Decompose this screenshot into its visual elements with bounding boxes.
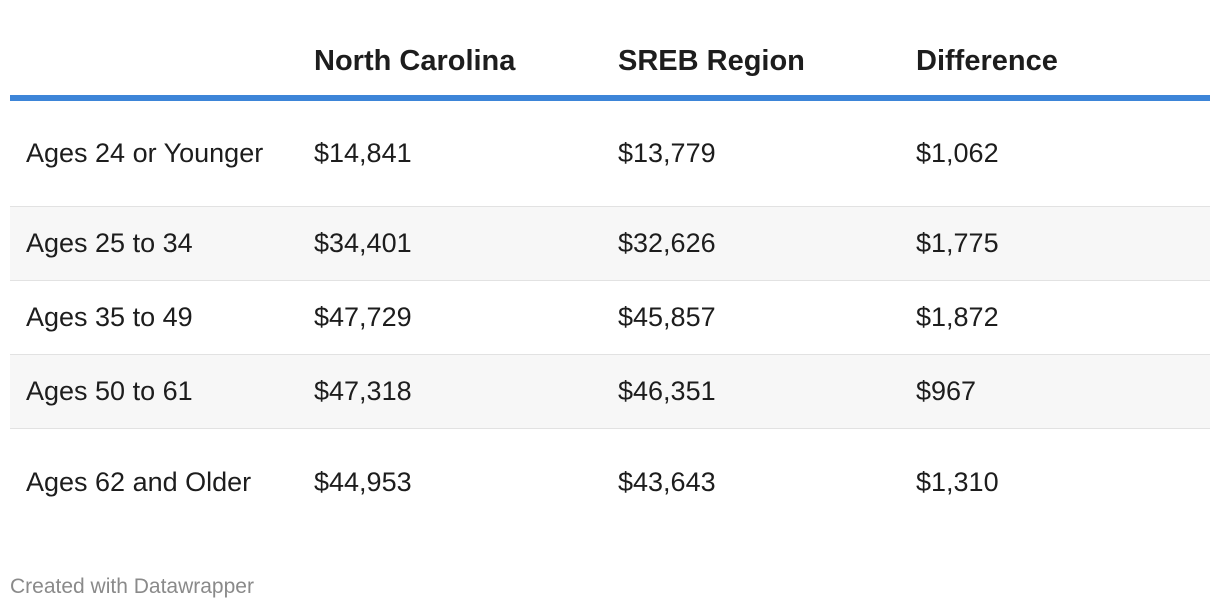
cell-sreb-region: $46,351: [602, 354, 900, 429]
table-row: Ages 62 and Older $44,953 $43,643 $1,310: [10, 428, 1210, 536]
datawrapper-credit-link[interactable]: Created with Datawrapper: [10, 575, 254, 598]
cell-sreb-region: $32,626: [602, 206, 900, 281]
table-header-row: North Carolina SREB Region Difference: [10, 28, 1210, 101]
column-header-difference: Difference: [900, 28, 1210, 101]
cell-difference: $1,310: [916, 467, 999, 498]
cell-difference: $1,775: [900, 206, 1210, 281]
cell-north-carolina: $47,729: [298, 280, 602, 355]
cell-sreb-region: $45,857: [602, 280, 900, 355]
data-table-container: North Carolina SREB Region Difference Ag…: [10, 28, 1210, 536]
table-row: Ages 50 to 61 $47,318 $46,351 $967: [10, 354, 1210, 429]
cell-north-carolina: $34,401: [298, 206, 602, 281]
data-table: North Carolina SREB Region Difference Ag…: [10, 28, 1210, 536]
row-label: Ages 25 to 34: [10, 206, 298, 281]
row-label: Ages 35 to 49: [10, 280, 298, 355]
cell-north-carolina: $44,953: [314, 467, 412, 498]
table-row: Ages 25 to 34 $34,401 $32,626 $1,775: [10, 206, 1210, 281]
row-label: Ages 62 and Older: [26, 467, 252, 498]
cell-sreb-region: $43,643: [618, 467, 716, 498]
column-header-sreb-region: SREB Region: [602, 28, 900, 101]
cell-north-carolina: $14,841: [298, 98, 602, 207]
table-row: Ages 35 to 49 $47,729 $45,857 $1,872: [10, 280, 1210, 355]
row-label: Ages 50 to 61: [10, 354, 298, 429]
row-label: Ages 24 or Younger: [10, 98, 298, 207]
column-header-north-carolina: North Carolina: [298, 28, 602, 101]
table-row: Ages 24 or Younger $14,841 $13,779 $1,06…: [10, 98, 1210, 207]
cell-difference: $1,062: [900, 98, 1210, 207]
cell-difference: $1,872: [900, 280, 1210, 355]
cell-difference: $967: [900, 354, 1210, 429]
cell-north-carolina: $47,318: [298, 354, 602, 429]
cell-sreb-region: $13,779: [602, 98, 900, 207]
column-header-label: [10, 28, 298, 101]
